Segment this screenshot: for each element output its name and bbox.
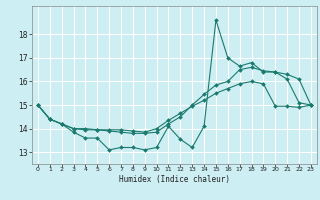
X-axis label: Humidex (Indice chaleur): Humidex (Indice chaleur) <box>119 175 230 184</box>
